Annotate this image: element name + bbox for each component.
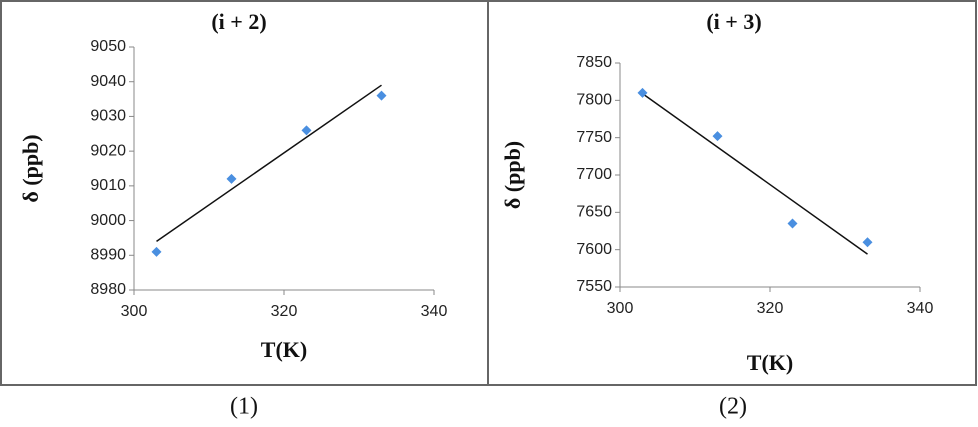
y-tick-label: 9020 xyxy=(90,142,126,159)
y-tick-label: 7550 xyxy=(576,278,612,295)
x-tick-label: 300 xyxy=(607,300,634,317)
y-tick-label: 7850 xyxy=(576,54,612,71)
y-tick-label: 7700 xyxy=(576,166,612,183)
trendline xyxy=(642,93,868,255)
chart-title: (i + 3) xyxy=(706,9,761,34)
data-point xyxy=(301,125,312,136)
x-tick-label: 340 xyxy=(907,300,934,317)
y-tick-label: 7750 xyxy=(576,129,612,146)
y-tick-label: 7600 xyxy=(576,241,612,258)
data-point xyxy=(787,218,798,229)
y-tick-label: 8980 xyxy=(90,281,126,298)
panel-border xyxy=(0,0,489,386)
x-tick-label: 340 xyxy=(421,303,448,320)
y-tick-label: 9000 xyxy=(90,212,126,229)
trendline xyxy=(156,84,382,243)
y-tick-label: 8990 xyxy=(90,247,126,264)
data-point xyxy=(151,246,162,257)
y-tick-label: 9030 xyxy=(90,108,126,125)
y-tick-label: 9040 xyxy=(90,73,126,90)
x-tick-label: 320 xyxy=(271,303,298,320)
y-tick-label: 9010 xyxy=(90,177,126,194)
data-point xyxy=(376,90,387,101)
y-axis-label: δ (ppb) xyxy=(18,134,43,202)
y-axis-label: δ (ppb) xyxy=(500,141,525,209)
y-tick-label: 7800 xyxy=(576,92,612,109)
panel-border xyxy=(487,0,977,386)
y-tick-label: 9050 xyxy=(90,38,126,55)
caption: (2) xyxy=(719,394,747,420)
y-tick-label: 7650 xyxy=(576,204,612,221)
data-point xyxy=(226,173,237,184)
chart-title: (i + 2) xyxy=(211,9,266,34)
x-axis-label: T(K) xyxy=(261,337,307,362)
x-tick-label: 320 xyxy=(757,300,784,317)
x-axis-label: T(K) xyxy=(747,350,793,375)
data-point xyxy=(862,237,873,248)
data-point xyxy=(712,131,723,142)
caption: (1) xyxy=(230,394,258,420)
x-tick-label: 300 xyxy=(121,303,148,320)
data-point xyxy=(637,87,648,98)
